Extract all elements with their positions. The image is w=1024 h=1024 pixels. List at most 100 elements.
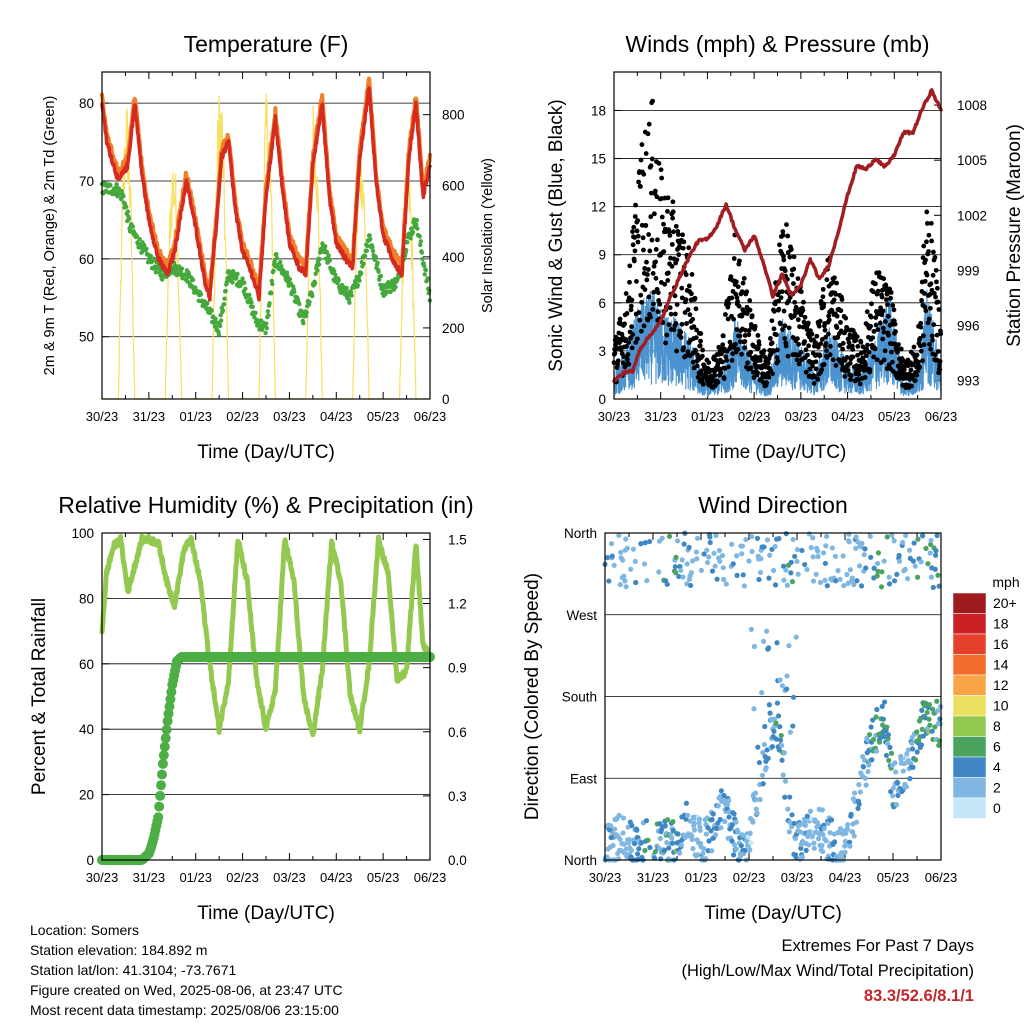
direction-point <box>934 532 940 539</box>
winds-point-gust <box>920 358 925 364</box>
humidity-point-rain <box>163 708 174 719</box>
direction-point <box>851 582 857 588</box>
winds-point-gust <box>674 348 679 354</box>
speed-legend-label: 6 <box>993 739 1001 755</box>
direction-point <box>771 716 777 722</box>
winds-point-gust <box>833 363 839 368</box>
direction-point <box>771 728 777 734</box>
speed-legend-label: 0 <box>993 800 1001 816</box>
humidity-xtick-label: 05/23 <box>367 870 400 885</box>
temperature-point-dewpoint <box>425 276 430 281</box>
direction-point <box>793 854 799 860</box>
winds-point-gust <box>667 233 673 238</box>
humidity-point-rain <box>165 694 176 705</box>
direction-point <box>661 847 668 853</box>
direction-point <box>874 573 880 579</box>
direction-point <box>900 768 906 774</box>
winds-point-gust <box>848 377 853 382</box>
winds-point-gust <box>641 171 647 177</box>
temperature-point-dewpoint <box>418 239 424 244</box>
temperature-title: Temperature (F) <box>184 31 349 57</box>
temperature-point-dewpoint <box>249 300 254 305</box>
elevation-text: Station elevation: 184.892 m <box>30 942 208 958</box>
winds-point-gust <box>865 342 870 348</box>
winds-point-gust <box>669 263 675 269</box>
direction-point <box>642 847 648 854</box>
direction-point <box>824 583 830 589</box>
direction-point <box>718 825 724 831</box>
temperature-point-dewpoint <box>250 304 255 309</box>
winds-point-gust <box>936 307 942 312</box>
direction-point <box>811 845 817 851</box>
direction-point <box>811 840 817 846</box>
direction-point <box>656 569 662 575</box>
direction-point <box>914 729 920 735</box>
winds-point-gust <box>620 360 626 366</box>
direction-point <box>875 550 882 556</box>
speed-legend: mph 20+ 18 16 14 12 10 8 6 4 2 0 <box>952 574 1020 819</box>
extremes-title: Extremes For Past 7 Days <box>781 937 974 955</box>
temperature-ytick-label: 50 <box>79 330 94 345</box>
winds-point-gust <box>875 327 881 332</box>
winds-point-gust <box>622 321 628 327</box>
direction-point <box>792 835 799 841</box>
winds-point-gust <box>668 311 674 317</box>
temperature-point-dewpoint <box>365 243 370 249</box>
direction-point <box>666 845 672 851</box>
direction-point <box>641 561 648 567</box>
direction-point <box>765 755 771 761</box>
winds-point-gust <box>908 367 914 373</box>
direction-point <box>884 724 890 730</box>
humidity-ytick-label: 60 <box>79 657 94 672</box>
winds-point-gust <box>689 291 694 297</box>
direction-point <box>936 583 942 589</box>
temperature-point-dewpoint <box>204 301 210 306</box>
direction-point <box>689 558 696 564</box>
direction-point <box>802 561 808 568</box>
humidity-point-rain <box>154 801 165 812</box>
direction-point <box>847 567 853 573</box>
temperature-point-dewpoint <box>327 258 332 263</box>
winds-xtick-label: 06/23 <box>925 409 958 424</box>
winds-point-gust <box>794 357 800 363</box>
temperature-point-dewpoint <box>121 194 126 199</box>
direction-point <box>715 803 721 809</box>
winds-point-gust <box>712 372 718 378</box>
speed-legend-label: 14 <box>993 657 1009 673</box>
humidity-ytick-label: 80 <box>79 591 94 606</box>
direction-point <box>918 742 925 748</box>
temperature-point-dewpoint <box>414 218 420 223</box>
winds-point-gust <box>818 341 824 347</box>
winds-point-gust <box>893 329 898 334</box>
direction-point <box>688 570 695 576</box>
direction-point <box>928 574 935 580</box>
direction-point <box>707 534 713 540</box>
direction-ytick-label: South <box>562 690 597 705</box>
winds-point-gust <box>811 381 817 386</box>
direction-point <box>766 575 772 581</box>
winds-point-gust <box>934 279 939 285</box>
winds-point-gust <box>844 354 850 360</box>
temperature-point-dewpoint <box>361 261 366 266</box>
winds-point-gust <box>638 292 644 298</box>
direction-point <box>919 726 925 732</box>
temperature-point-dewpoint <box>292 289 297 294</box>
temperature-point-dewpoint <box>359 270 364 276</box>
temperature-point-dewpoint <box>378 273 384 279</box>
winds-xtick-label: 04/23 <box>831 409 864 424</box>
winds-point-gust <box>628 303 634 309</box>
winds-point-gust <box>866 349 872 355</box>
direction-point <box>701 845 707 852</box>
direction-point <box>645 837 651 843</box>
direction-point <box>866 762 872 768</box>
winds-point-gust <box>921 342 927 348</box>
direction-point <box>770 567 777 574</box>
winds-point-gust <box>876 270 882 276</box>
direction-point <box>881 558 887 564</box>
direction-point <box>924 709 930 716</box>
winds-point-gust <box>668 255 673 261</box>
direction-xtick-label: 06/23 <box>925 870 958 885</box>
direction-point <box>791 820 797 826</box>
temperature-xtick-label: 31/23 <box>133 409 166 424</box>
direction-point <box>930 584 936 591</box>
